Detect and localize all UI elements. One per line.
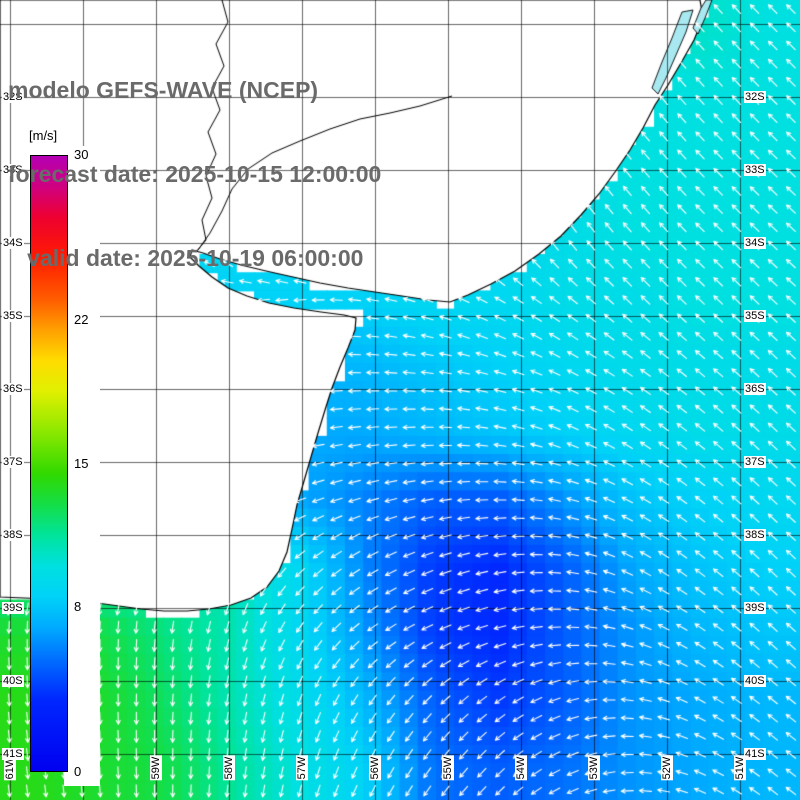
latitude-label-left: 35S	[2, 310, 24, 322]
colorbar-tick-label: 0	[72, 764, 84, 779]
latitude-label-left: 39S	[2, 602, 24, 614]
latitude-label-left: 41S	[2, 748, 24, 760]
latitude-label-left: 34S	[2, 237, 24, 249]
longitude-label: 54W	[515, 755, 527, 781]
colorbar-unit-label: [m/s]	[27, 128, 60, 143]
longitude-label: 53W	[588, 755, 600, 781]
latitude-label-right: 37S	[744, 456, 766, 468]
latitude-label-right: 41S	[744, 748, 766, 760]
map-title-block: modelo GEFS-WAVE (NCEP) forecast date: 2…	[8, 20, 381, 328]
latitude-label-left: 33S	[2, 164, 24, 176]
latitude-label-right: 35S	[744, 310, 766, 322]
longitude-label: 55W	[442, 755, 454, 781]
model-title: modelo GEFS-WAVE (NCEP)	[8, 77, 319, 103]
longitude-label: 57W	[296, 755, 308, 781]
latitude-label-left: 38S	[2, 529, 24, 541]
latitude-label-right: 33S	[744, 164, 766, 176]
latitude-label-left: 36S	[2, 383, 24, 395]
latitude-label-left: 37S	[2, 456, 24, 468]
colorbar-tick-label: 22	[72, 311, 91, 327]
valid-date-label: valid date: 2025-10-19 06:00:00	[8, 245, 364, 271]
colorbar-gradient	[30, 155, 68, 772]
longitude-label: 52W	[661, 755, 673, 781]
longitude-label: 56W	[369, 755, 381, 781]
latitude-label-left: 32S	[2, 91, 24, 103]
latitude-label-right: 34S	[744, 237, 766, 249]
latitude-label-right: 40S	[744, 675, 766, 687]
latitude-label-right: 38S	[744, 529, 766, 541]
longitude-label: 59W	[150, 755, 162, 781]
latitude-label-left: 40S	[2, 675, 24, 687]
longitude-label: 58W	[223, 755, 235, 781]
colorbar-tick-label: 8	[72, 599, 84, 615]
latitude-label-right: 36S	[744, 383, 766, 395]
forecast-date-label: forecast date: 2025-10-15 12:00:00	[8, 161, 382, 187]
latitude-label-right: 32S	[744, 91, 766, 103]
latitude-label-right: 39S	[744, 602, 766, 614]
colorbar-tick-label: 30	[72, 147, 91, 162]
colorbar-tick-label: 15	[72, 455, 91, 471]
